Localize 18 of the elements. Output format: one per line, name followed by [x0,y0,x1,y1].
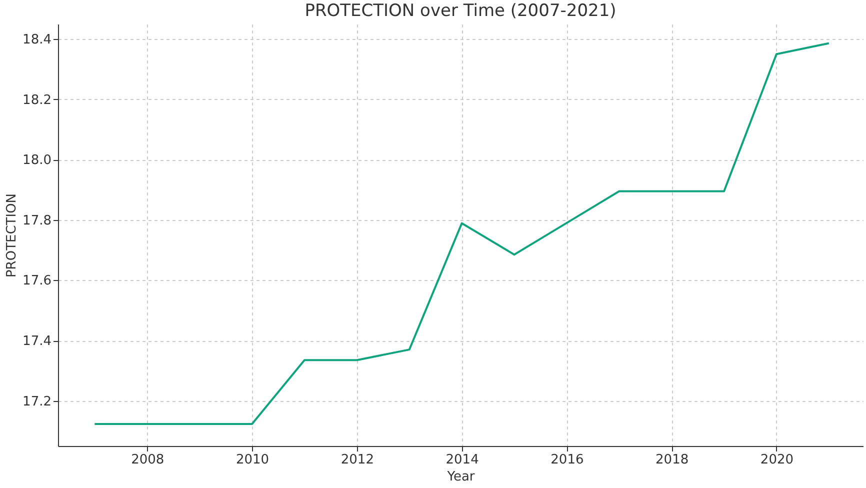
x-tick-label: 2012 [340,452,374,468]
y-tick-label: 18.0 [22,153,52,168]
y-axis-title: PROTECTION [4,193,20,278]
x-tick-label: 2010 [236,452,270,468]
y-tick-label: 18.4 [22,32,52,48]
x-axis-title: Year [446,470,476,484]
y-tick-label: 17.2 [22,394,52,410]
line-series [94,42,830,425]
x-tick-label: 2018 [656,452,689,468]
y-tick-label: 18.2 [22,92,52,108]
y-tick-label: 17.4 [22,334,52,349]
x-tick-label: 2014 [446,452,479,468]
chart-title: PROTECTION over Time (2007-2021) [304,1,616,21]
x-tick-label: 2016 [550,452,584,468]
x-tick-label: 2020 [760,452,794,468]
y-tick-label: 17.8 [22,213,52,228]
y-tick-label: 17.6 [22,274,52,289]
x-tick-label: 2008 [131,452,164,468]
